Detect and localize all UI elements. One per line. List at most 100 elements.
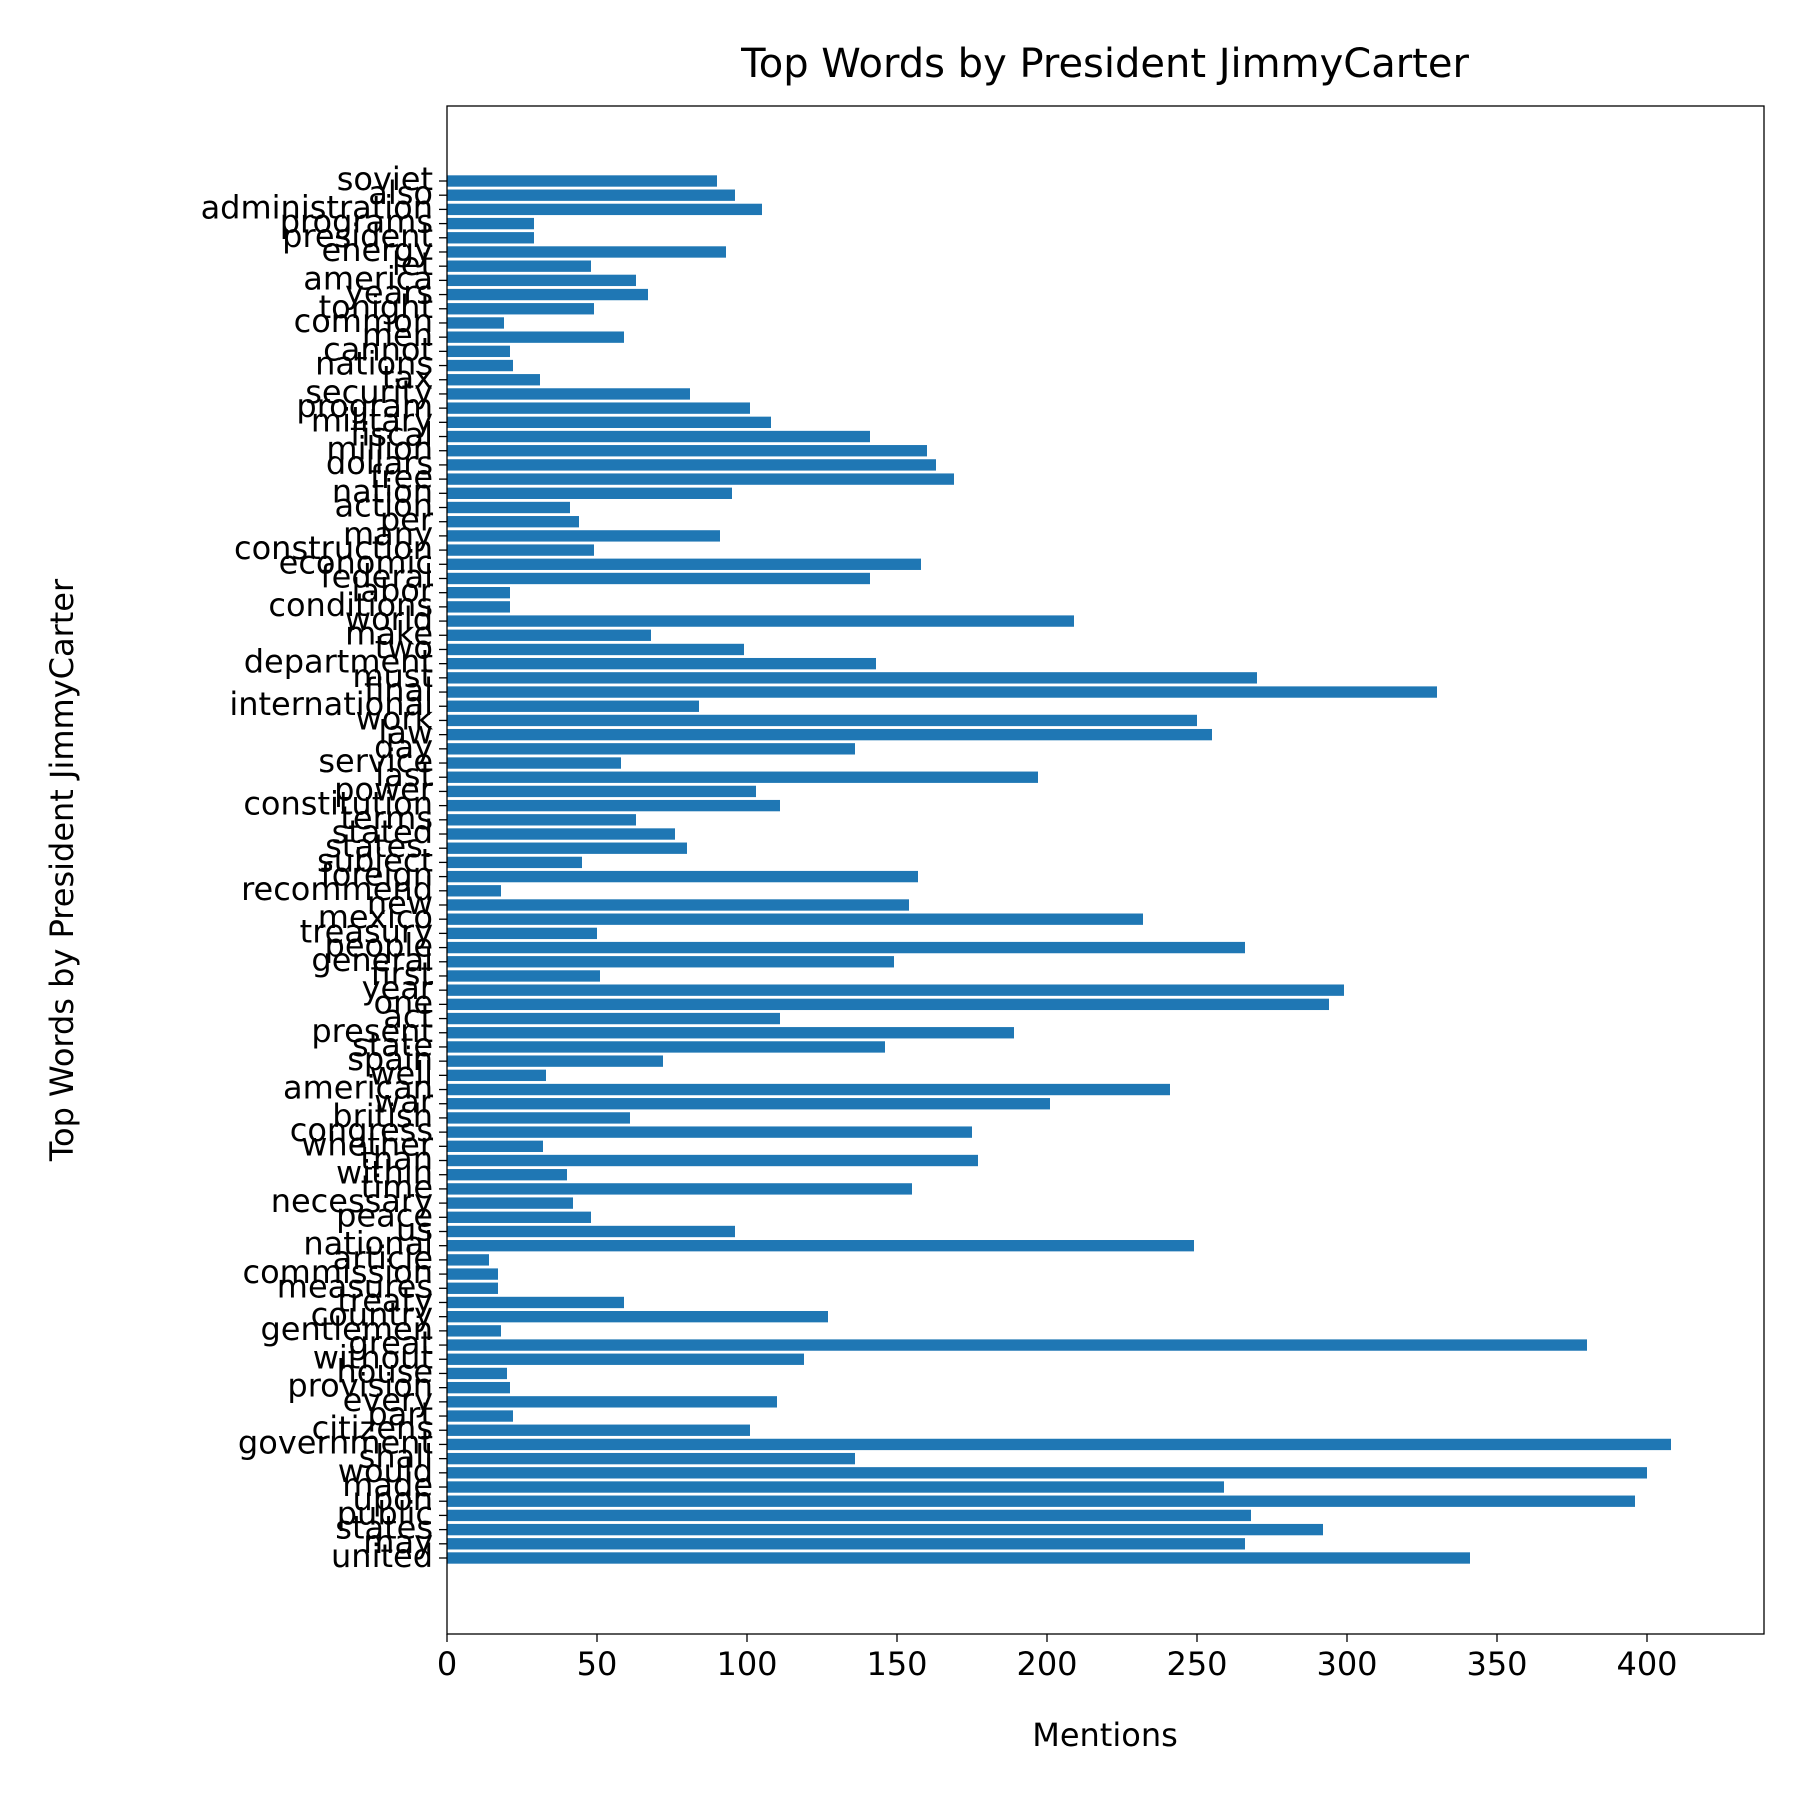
y-tick-label: power: [334, 770, 434, 808]
bar: [447, 1225, 735, 1238]
y-tick-label: two: [375, 628, 433, 666]
bar: [447, 1041, 885, 1053]
bar: [447, 1339, 1587, 1351]
y-tick-label: well: [369, 1054, 433, 1092]
bar: [447, 1509, 1251, 1522]
bar: [447, 359, 513, 372]
y-tick-label: foreign: [321, 856, 433, 894]
bar: [447, 345, 510, 358]
bar: [447, 1140, 543, 1152]
y-tick-label: without: [313, 1338, 433, 1376]
bar: [447, 1467, 1647, 1479]
y-tick-label: united: [331, 1537, 433, 1575]
bar: [447, 558, 921, 570]
bar: [447, 743, 855, 755]
y-tick-label: programs: [280, 203, 433, 241]
y-tick-label: subject: [317, 841, 433, 879]
bar: [447, 303, 594, 315]
y-tick-label: great: [348, 1324, 433, 1362]
bar: [447, 970, 600, 982]
y-tick-label: economic: [279, 543, 433, 581]
bar: [447, 587, 510, 599]
bar: [447, 1126, 972, 1138]
x-tick-label: 300: [1316, 1645, 1377, 1683]
y-tick-label: service: [318, 742, 433, 780]
bar: [447, 1552, 1470, 1564]
y-tick-label: country: [311, 1296, 433, 1334]
y-tick-label: president: [282, 217, 433, 255]
x-tick-label: 400: [1616, 1645, 1677, 1683]
y-tick-label: congress: [290, 1111, 433, 1149]
bar: [447, 913, 1143, 925]
y-tick-label: article: [333, 1239, 433, 1277]
bar: [447, 1523, 1323, 1536]
bar: [447, 1282, 498, 1294]
y-tick-label: terms: [340, 799, 433, 837]
bar: [447, 1012, 780, 1025]
bar: [447, 1027, 1014, 1039]
bar: [447, 984, 1344, 996]
bar: [447, 771, 1038, 783]
bar: [447, 785, 756, 798]
bar: [447, 799, 780, 812]
bar: [447, 700, 699, 712]
y-tick-label: peace: [336, 1196, 433, 1234]
bar: [447, 430, 870, 443]
bar: [447, 601, 510, 613]
y-tick-label: year: [362, 969, 434, 1007]
bar: [447, 288, 648, 301]
y-tick-label: public: [337, 1494, 433, 1532]
bar: [447, 657, 876, 670]
y-tick-label: conditions: [268, 586, 433, 624]
bar: [447, 1381, 510, 1394]
y-tick-label: military: [311, 401, 433, 439]
bar: [447, 672, 1257, 684]
bar: [447, 1154, 978, 1167]
y-tick-label: american: [283, 1069, 433, 1107]
y-tick-label: fiscal: [350, 416, 433, 454]
bar: [447, 941, 1245, 954]
y-tick-label: department: [244, 643, 433, 681]
y-tick-label: tax: [382, 359, 433, 397]
y-tick-label: international: [229, 685, 433, 723]
y-tick-label: nation: [332, 472, 433, 510]
y-tick-label: every: [343, 1381, 433, 1419]
bar: [447, 331, 624, 343]
plot-frame: [446, 105, 1765, 1635]
bar: [447, 643, 744, 656]
y-tick-label: work: [356, 699, 434, 737]
y-tick-label: within: [336, 1154, 433, 1192]
x-tick-label: 250: [1166, 1645, 1227, 1683]
x-tick-label: 150: [866, 1645, 927, 1683]
y-tick-label: free: [370, 458, 433, 496]
y-tick-label: constitution: [243, 785, 433, 823]
bar: [447, 1069, 546, 1082]
y-tick-label: tonight: [319, 288, 433, 326]
y-tick-label: spain: [347, 1040, 433, 1078]
bar: [447, 714, 1197, 727]
x-tick-label: 100: [716, 1645, 777, 1683]
y-tick-label: years: [345, 274, 433, 312]
bar: [447, 459, 936, 471]
y-tick-label: time: [361, 1168, 433, 1206]
y-tick-label: soviet: [337, 160, 433, 198]
bar: [447, 1211, 591, 1223]
bar: [447, 1055, 663, 1067]
y-tick-label: national: [303, 1225, 433, 1263]
y-tick-label: must: [352, 657, 433, 695]
y-tick-label: states.: [325, 827, 433, 865]
bar: [447, 1310, 828, 1323]
y-tick-label: labor: [351, 572, 433, 610]
bar: [447, 572, 870, 585]
bar: [447, 856, 582, 869]
bar: [447, 1396, 777, 1408]
bar: [447, 885, 501, 897]
y-tick-label: final: [364, 671, 433, 709]
bar: [447, 870, 918, 883]
y-tick-label: cannot: [323, 330, 433, 368]
y-tick-label: first: [370, 955, 433, 993]
bar: [447, 1083, 1170, 1096]
y-tick-label: men: [362, 316, 433, 354]
bar: [447, 501, 570, 514]
y-tick-label: necessary: [271, 1182, 433, 1220]
